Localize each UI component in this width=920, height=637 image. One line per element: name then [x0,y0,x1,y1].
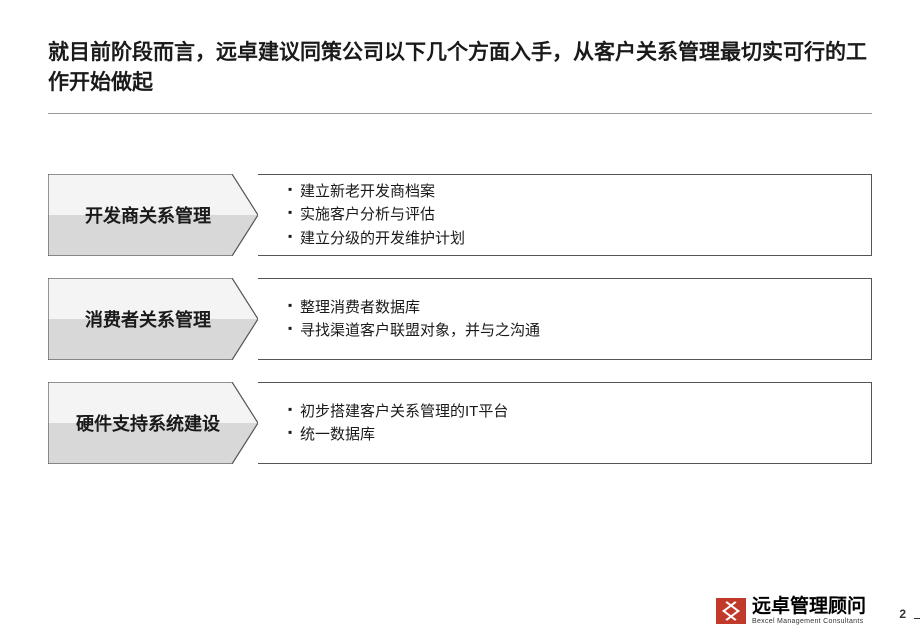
bullet-item: 建立新老开发商档案 [288,180,871,203]
arrow-box: 硬件支持系统建设 [48,382,258,464]
footer: 远卓管理顾问 Bexcel Management Consultants 2 [0,593,920,627]
rows-container: 开发商关系管理建立新老开发商档案实施客户分析与评估建立分级的开发维护计划 消费者… [48,174,872,464]
arrow-label: 硬件支持系统建设 [48,382,258,464]
row: 开发商关系管理建立新老开发商档案实施客户分析与评估建立分级的开发维护计划 [48,174,872,256]
bullets-box: 初步搭建客户关系管理的IT平台统一数据库 [258,382,872,464]
logo-icon [716,598,746,624]
logo-en: Bexcel Management Consultants [752,618,866,625]
arrow-label: 开发商关系管理 [48,174,258,256]
page-number: 2 [899,607,906,621]
row: 消费者关系管理整理消费者数据库寻找渠道客户联盟对象，并与之沟通 [48,278,872,360]
arrow-box: 开发商关系管理 [48,174,258,256]
right-dash [914,618,920,619]
slide-title: 就目前阶段而言，远卓建议同策公司以下几个方面入手，从客户关系管理最切实可行的工作… [48,38,872,99]
bullet-item: 建立分级的开发维护计划 [288,227,871,250]
title-divider [48,113,872,114]
bullet-item: 实施客户分析与评估 [288,203,871,226]
bullet-item: 初步搭建客户关系管理的IT平台 [288,400,871,423]
slide: 就目前阶段而言，远卓建议同策公司以下几个方面入手，从客户关系管理最切实可行的工作… [0,0,920,464]
bullet-item: 统一数据库 [288,423,871,446]
bullets-box: 建立新老开发商档案实施客户分析与评估建立分级的开发维护计划 [258,174,872,256]
bullet-item: 寻找渠道客户联盟对象，并与之沟通 [288,319,871,342]
arrow-box: 消费者关系管理 [48,278,258,360]
logo-text: 远卓管理顾问 Bexcel Management Consultants [752,597,866,625]
bullets-box: 整理消费者数据库寻找渠道客户联盟对象，并与之沟通 [258,278,872,360]
row: 硬件支持系统建设初步搭建客户关系管理的IT平台统一数据库 [48,382,872,464]
logo: 远卓管理顾问 Bexcel Management Consultants [716,597,866,625]
bullet-item: 整理消费者数据库 [288,296,871,319]
logo-cn: 远卓管理顾问 [752,597,866,616]
arrow-label: 消费者关系管理 [48,278,258,360]
